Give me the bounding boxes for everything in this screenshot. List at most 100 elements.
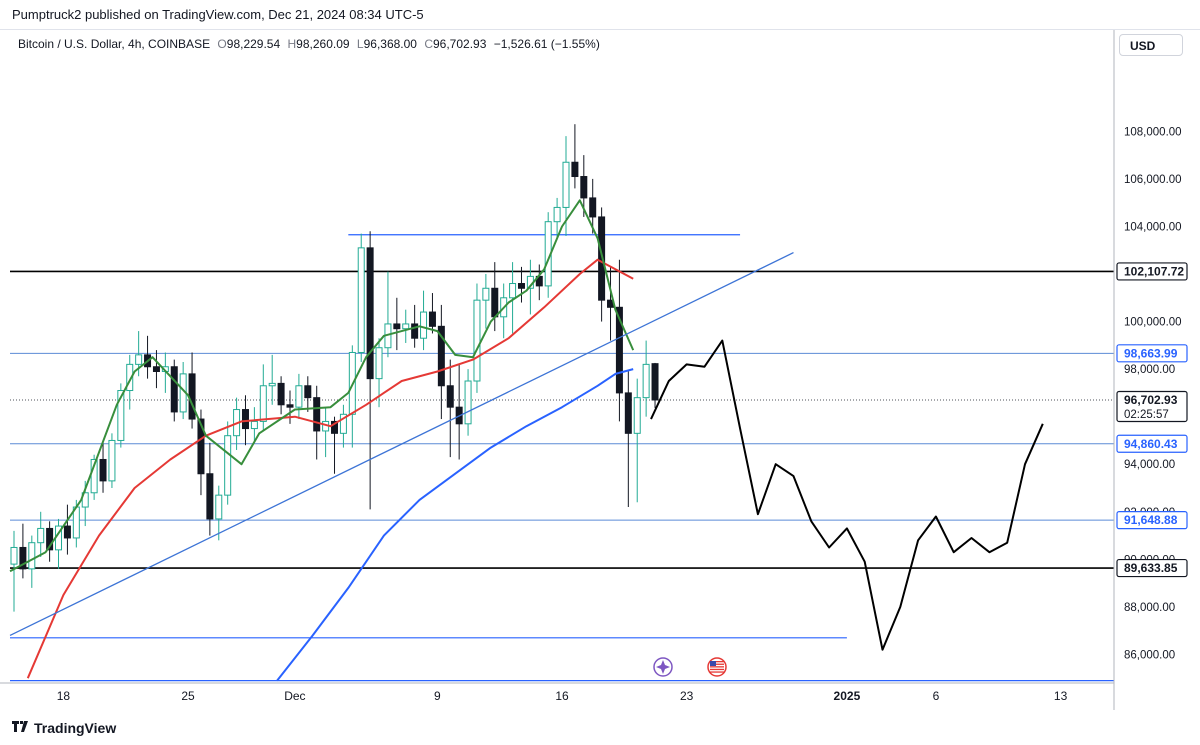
candle-body xyxy=(46,527,54,551)
candle-body xyxy=(28,542,36,570)
price-tick-label: 86,000.00 xyxy=(1124,649,1175,661)
candle-body xyxy=(10,546,18,565)
price-label-box xyxy=(1116,262,1188,281)
candle-body xyxy=(63,525,71,539)
candle-body xyxy=(241,409,249,430)
candle xyxy=(428,293,436,334)
candle xyxy=(624,371,632,508)
candle xyxy=(446,359,454,458)
horizontal-lines-layer xyxy=(10,234,1114,682)
candle xyxy=(384,271,392,358)
open-label: O xyxy=(217,37,227,51)
tradingview-mark-icon xyxy=(12,720,30,736)
flag-stripe xyxy=(710,666,724,668)
candle-body xyxy=(331,420,339,434)
time-tick-label: 25 xyxy=(181,689,195,703)
us-flag-icon xyxy=(707,657,727,677)
candle-body xyxy=(126,363,134,392)
candle xyxy=(37,511,45,557)
flag-stripe xyxy=(710,671,724,673)
candle xyxy=(108,433,116,489)
candle-body xyxy=(562,161,570,208)
candle-body xyxy=(651,363,659,401)
candle xyxy=(402,309,410,343)
candle-body xyxy=(170,366,178,413)
change-value: −1,526.61 (−1.55%) xyxy=(493,37,600,51)
candle-body xyxy=(437,325,445,387)
open-value: 98,229.54 xyxy=(226,37,281,51)
candle-body xyxy=(215,494,223,520)
candle-body xyxy=(633,397,641,434)
candle xyxy=(152,350,160,389)
price-label-94,860.43: 94,860.43 xyxy=(1116,434,1188,453)
candle xyxy=(28,535,36,588)
candle-body xyxy=(304,385,312,399)
candle xyxy=(170,359,178,422)
ascending-trendline xyxy=(9,252,794,636)
projection-path xyxy=(650,339,1044,651)
event-icons-layer xyxy=(653,657,727,677)
projection-layer xyxy=(650,339,1044,651)
candle xyxy=(268,354,276,405)
price-label-text: 102,107.72 xyxy=(1124,264,1184,278)
symbol-ohlc-legend: Bitcoin / U.S. Dollar, 4h, COINBASE O98,… xyxy=(18,37,600,51)
close-value: 96,702.93 xyxy=(433,37,487,51)
candles-layer xyxy=(10,124,659,612)
candle xyxy=(295,373,303,420)
price-label-text: 94,860.43 xyxy=(1124,437,1178,451)
candle-body xyxy=(19,546,27,570)
bar-countdown: 02:25:57 xyxy=(1124,409,1169,421)
time-tick-label: 2025 xyxy=(834,689,861,703)
candle-body xyxy=(108,439,116,482)
price-tick-label: 100,000.00 xyxy=(1124,317,1182,329)
close-label: C xyxy=(424,37,433,51)
candle xyxy=(357,233,365,362)
ma-long-line xyxy=(276,368,634,682)
candle-body xyxy=(259,385,267,422)
candle xyxy=(339,404,347,448)
candle xyxy=(482,274,490,329)
candle-body xyxy=(295,385,303,408)
price-label-box xyxy=(1116,558,1188,578)
candle-body xyxy=(402,323,410,330)
candle xyxy=(55,518,63,569)
price-tick-label: 94,000.00 xyxy=(1124,459,1175,471)
candle xyxy=(188,352,196,429)
candle xyxy=(99,440,107,493)
price-label-91,648.88: 91,648.88 xyxy=(1116,511,1188,530)
candle xyxy=(250,407,258,443)
candle-body xyxy=(135,354,143,365)
candle-body xyxy=(393,323,401,330)
price-label-box xyxy=(1116,434,1188,453)
candle xyxy=(615,259,623,422)
tradingview-logo[interactable]: TradingView xyxy=(12,720,116,736)
price-label-text: 89,633.85 xyxy=(1124,561,1178,575)
candle xyxy=(598,207,606,322)
candle xyxy=(420,290,428,351)
currency-button[interactable]: USD xyxy=(1119,34,1183,56)
candle-body xyxy=(571,161,579,178)
time-tick-label: 6 xyxy=(933,689,940,703)
price-label-box xyxy=(1116,511,1188,530)
candle xyxy=(589,178,597,234)
candle-body xyxy=(37,527,45,544)
candle xyxy=(473,283,481,393)
candle xyxy=(19,523,27,579)
time-tick-label: 18 xyxy=(57,689,71,703)
candle xyxy=(535,264,543,301)
ma-short-line xyxy=(9,199,635,573)
candle xyxy=(517,266,525,303)
event-star-icon xyxy=(653,657,673,677)
high-value: 98,260.09 xyxy=(296,37,350,51)
price-label-text: 98,663.99 xyxy=(1124,346,1178,360)
candle xyxy=(224,421,232,505)
price-label-text: 96,702.93 xyxy=(1124,393,1178,407)
candle xyxy=(437,304,445,420)
candle-body xyxy=(509,283,517,299)
candle-body xyxy=(589,197,597,218)
candle-body xyxy=(99,458,107,482)
candle-body xyxy=(411,323,419,339)
candle xyxy=(63,504,71,555)
candle xyxy=(46,521,54,562)
